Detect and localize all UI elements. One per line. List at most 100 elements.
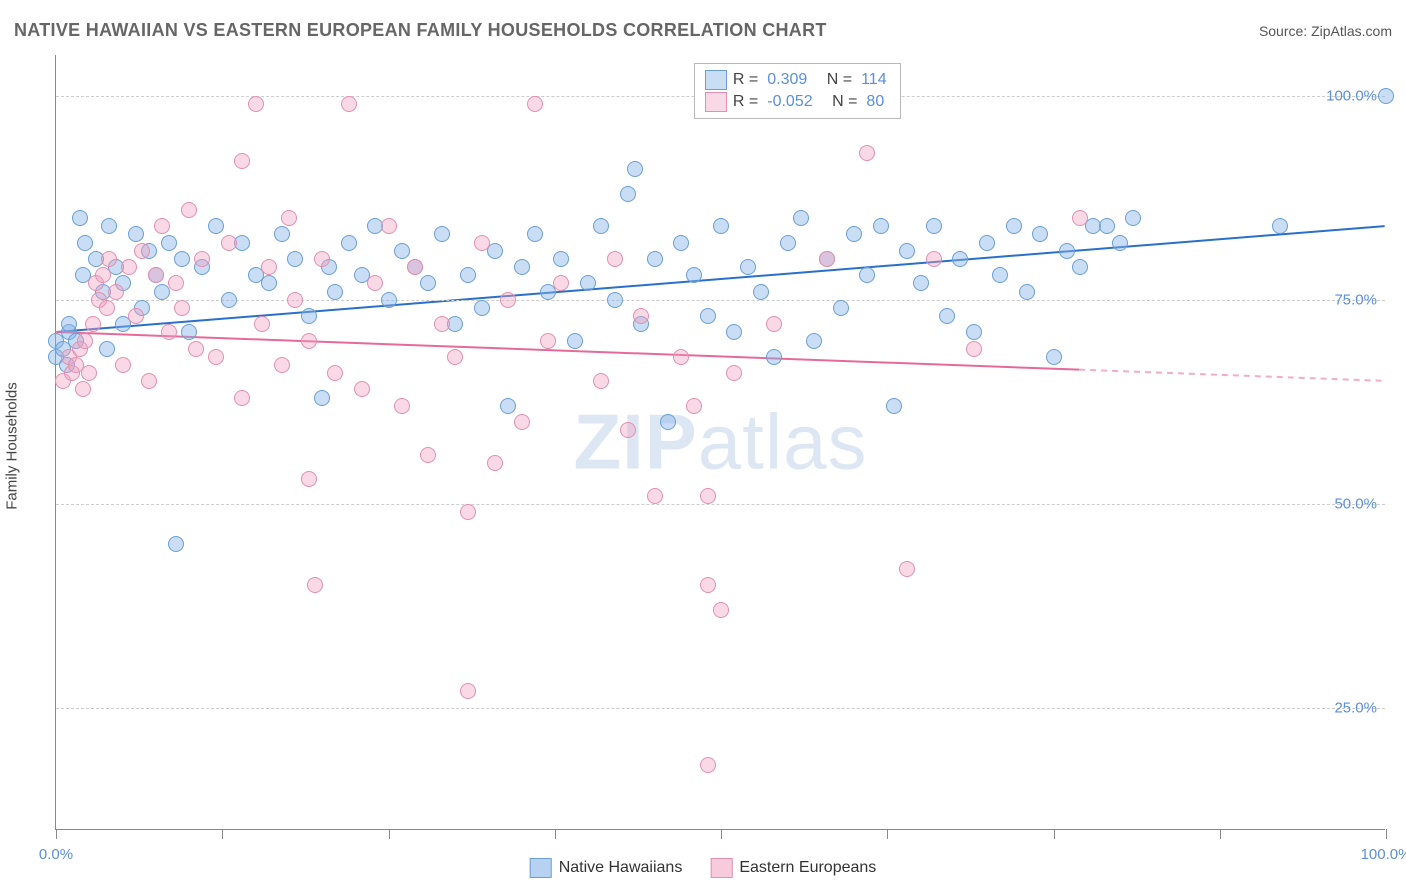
scatter-point bbox=[221, 235, 237, 251]
scatter-point bbox=[381, 292, 397, 308]
scatter-point bbox=[174, 251, 190, 267]
scatter-point bbox=[460, 683, 476, 699]
scatter-point bbox=[700, 308, 716, 324]
r-label: R = bbox=[733, 71, 758, 89]
scatter-point bbox=[620, 422, 636, 438]
scatter-point bbox=[1125, 210, 1141, 226]
x-tick bbox=[1054, 829, 1055, 839]
scatter-point bbox=[527, 96, 543, 112]
scatter-point bbox=[620, 186, 636, 202]
legend-swatch-eastern-europeans bbox=[710, 858, 732, 878]
y-tick-label: 50.0% bbox=[1334, 495, 1377, 512]
legend-label: Eastern Europeans bbox=[739, 859, 876, 877]
scatter-point bbox=[287, 251, 303, 267]
scatter-point bbox=[593, 218, 609, 234]
scatter-point bbox=[899, 243, 915, 259]
x-tick-label: 100.0% bbox=[1361, 846, 1406, 863]
scatter-point bbox=[434, 316, 450, 332]
scatter-point bbox=[174, 300, 190, 316]
scatter-point bbox=[1059, 243, 1075, 259]
scatter-point bbox=[221, 292, 237, 308]
scatter-point bbox=[77, 235, 93, 251]
watermark-zip: ZIP bbox=[573, 398, 697, 486]
scatter-point bbox=[95, 267, 111, 283]
scatter-point bbox=[128, 226, 144, 242]
scatter-point bbox=[766, 349, 782, 365]
scatter-point bbox=[314, 251, 330, 267]
scatter-point bbox=[367, 275, 383, 291]
scatter-point bbox=[1019, 284, 1035, 300]
scatter-point bbox=[607, 251, 623, 267]
scatter-point bbox=[992, 267, 1008, 283]
legend-item: Native Hawaiians bbox=[530, 858, 683, 878]
scatter-point bbox=[1112, 235, 1128, 251]
scatter-point bbox=[341, 235, 357, 251]
scatter-point bbox=[254, 316, 270, 332]
scatter-point bbox=[61, 316, 77, 332]
scatter-point bbox=[673, 349, 689, 365]
scatter-point bbox=[381, 218, 397, 234]
scatter-point bbox=[700, 577, 716, 593]
scatter-point bbox=[540, 333, 556, 349]
scatter-point bbox=[77, 333, 93, 349]
x-tick bbox=[56, 829, 57, 839]
scatter-point bbox=[700, 488, 716, 504]
scatter-point bbox=[913, 275, 929, 291]
n-label: N = bbox=[827, 71, 852, 89]
scatter-point bbox=[460, 504, 476, 520]
x-tick bbox=[887, 829, 888, 839]
source-prefix: Source: bbox=[1259, 23, 1311, 39]
scatter-point bbox=[181, 202, 197, 218]
scatter-point bbox=[474, 235, 490, 251]
scatter-point bbox=[168, 536, 184, 552]
scatter-point bbox=[793, 210, 809, 226]
scatter-point bbox=[500, 292, 516, 308]
series-legend: Native Hawaiians Eastern Europeans bbox=[530, 858, 877, 878]
trend-lines-layer bbox=[56, 55, 1385, 829]
scatter-point bbox=[1046, 349, 1062, 365]
scatter-point bbox=[72, 210, 88, 226]
scatter-point bbox=[434, 226, 450, 242]
legend-swatch-native-hawaiians bbox=[530, 858, 552, 878]
scatter-point bbox=[261, 259, 277, 275]
scatter-point bbox=[341, 96, 357, 112]
r-value: -0.052 bbox=[764, 93, 815, 111]
scatter-point bbox=[487, 243, 503, 259]
source-attribution: Source: ZipAtlas.com bbox=[1259, 23, 1392, 39]
legend-item: Eastern Europeans bbox=[710, 858, 876, 878]
scatter-point bbox=[1272, 218, 1288, 234]
scatter-point bbox=[899, 561, 915, 577]
correlation-legend-row: R = -0.052 N = 80 bbox=[705, 92, 890, 112]
scatter-point bbox=[1032, 226, 1048, 242]
scatter-point bbox=[394, 243, 410, 259]
scatter-point bbox=[208, 218, 224, 234]
r-value: 0.309 bbox=[764, 71, 810, 89]
scatter-point bbox=[101, 251, 117, 267]
scatter-point bbox=[553, 251, 569, 267]
scatter-point bbox=[301, 308, 317, 324]
scatter-point bbox=[115, 357, 131, 373]
r-label: R = bbox=[733, 93, 758, 111]
scatter-point bbox=[700, 757, 716, 773]
scatter-point bbox=[966, 341, 982, 357]
grid-line bbox=[56, 708, 1385, 709]
scatter-point bbox=[474, 300, 490, 316]
scatter-point bbox=[553, 275, 569, 291]
scatter-point bbox=[873, 218, 889, 234]
scatter-point bbox=[154, 218, 170, 234]
scatter-point bbox=[1006, 218, 1022, 234]
scatter-point bbox=[161, 324, 177, 340]
x-tick bbox=[555, 829, 556, 839]
scatter-point bbox=[647, 251, 663, 267]
scatter-point bbox=[181, 324, 197, 340]
scatter-point bbox=[108, 284, 124, 300]
n-value: 114 bbox=[858, 71, 890, 89]
scatter-point bbox=[1072, 210, 1088, 226]
x-tick bbox=[721, 829, 722, 839]
scatter-point bbox=[1072, 259, 1088, 275]
scatter-plot-area: ZIPatlas R = 0.309 N = 114 R = -0.052 N … bbox=[55, 55, 1385, 830]
grid-line bbox=[56, 300, 1385, 301]
scatter-point bbox=[979, 235, 995, 251]
scatter-point bbox=[420, 447, 436, 463]
scatter-point bbox=[514, 259, 530, 275]
